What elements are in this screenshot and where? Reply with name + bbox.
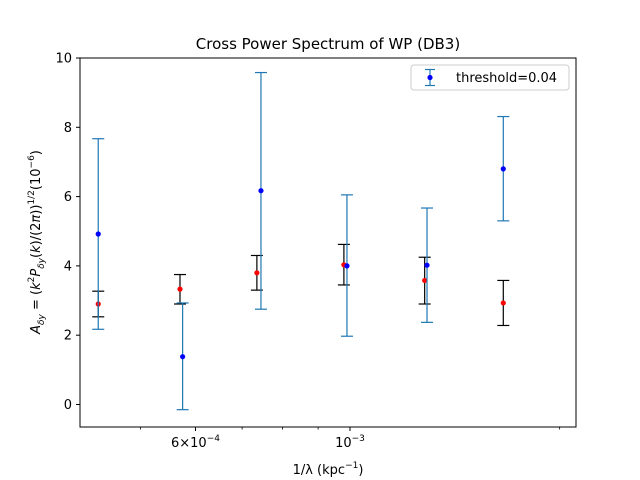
series-layer	[92, 71, 510, 411]
data-point	[500, 300, 506, 306]
plot-frame	[79, 57, 577, 428]
chart-title: Cross Power Spectrum of WP (DB3)	[196, 35, 460, 53]
legend-label: threshold=0.04	[456, 71, 557, 86]
data-point	[254, 270, 260, 276]
x-axis-label: 1/λ (kpc−1)	[293, 461, 364, 478]
data-point	[422, 277, 428, 284]
series-1	[92, 243, 510, 327]
data-point	[424, 262, 430, 268]
data-point	[344, 263, 350, 269]
series-0	[92, 71, 510, 411]
y-axis-label: Aδy = (k2Pδy(k)/(2π))1/2(10−6)	[27, 150, 47, 335]
data-point	[258, 188, 264, 194]
x-axis-label-close: )	[358, 463, 363, 478]
x-axis-label-sup: −1	[345, 461, 358, 471]
data-point	[177, 286, 183, 292]
data-point	[180, 354, 186, 360]
y-tick-label: 2	[64, 329, 72, 344]
x-tick-label: 10−3	[335, 434, 365, 451]
legend-box	[410, 64, 570, 91]
x-axis-label-main: 1/λ (kpc	[293, 463, 345, 478]
y-axis: 0 2 4 6 8 10	[55, 52, 80, 413]
y-tick-label: 6	[64, 190, 72, 205]
y-tick-label: 4	[64, 259, 72, 274]
y-axis-label-text: Aδy = (k2Pδy(k)/(2π))1/2(10−6)	[27, 150, 47, 335]
legend: threshold=0.04	[410, 64, 570, 91]
data-point	[95, 231, 101, 237]
x-tick-label: 6×10−4	[171, 434, 220, 451]
y-tick-label: 8	[64, 121, 72, 136]
y-tick-label: 10	[55, 52, 72, 67]
x-axis: 6×10−4 10−3	[139, 427, 561, 451]
data-point	[500, 166, 506, 172]
legend-marker	[425, 68, 435, 87]
y-tick-label: 0	[64, 398, 72, 413]
